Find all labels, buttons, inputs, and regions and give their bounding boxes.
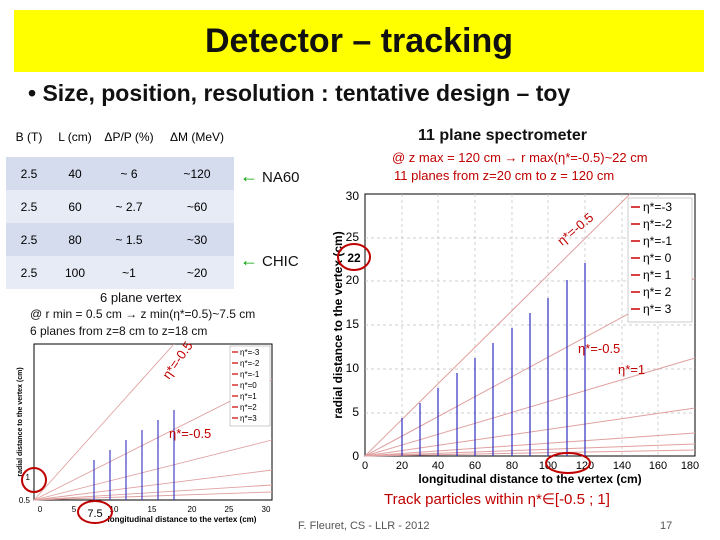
legend-entry: η*=-1 xyxy=(240,370,260,379)
x-tick: 5 xyxy=(72,505,77,514)
y-axis-label: radial distance to the vertex (cm) xyxy=(17,367,24,476)
x-tick: 0 xyxy=(38,505,43,514)
table-cell: 2.5 xyxy=(20,199,38,214)
x-tick: 180 xyxy=(681,460,699,472)
table-cell: 2.5 xyxy=(20,166,38,181)
spectrometer-line2: 11 planes from z=20 cm to z = 120 cm xyxy=(394,168,615,183)
na60-tag: ← NA60 xyxy=(240,166,300,187)
table-cell: ~30 xyxy=(186,232,208,247)
vertex-line1: @ r min = 0.5 cm → z min(η*=0.5)~7.5 cm xyxy=(30,307,256,321)
x-axis-label: longitudinal distance to the vertex (cm) xyxy=(418,472,641,486)
legend: η*=-3 η*=-2 η*=-1 η*= 0 η*= 1 η*= 2 η*= … xyxy=(627,197,693,323)
arrow-left-icon: ← xyxy=(240,166,258,186)
legend-entry: η*= 2 xyxy=(643,285,672,299)
y-tick: 5 xyxy=(352,405,359,419)
parameters-table: B (T) L (cm) ΔP/P (%) ΔM (MeV) 2.5 40 ~ … xyxy=(6,117,234,289)
table-cell: ~1 xyxy=(122,265,136,280)
y-tick: 10 xyxy=(346,361,360,375)
legend: η*=-3 η*=-2 η*=-1 η*=0 η*=1 η*=2 η*=3 xyxy=(229,345,271,427)
legend-entry: η*=3 xyxy=(240,414,257,423)
eta-annotation: η*=-0.5 xyxy=(578,341,620,356)
legend-entry: η*= 3 xyxy=(643,302,672,316)
table-cell: 80 xyxy=(68,232,82,247)
x-tick: 20 xyxy=(188,505,197,514)
legend-entry: η*=-3 xyxy=(240,348,260,357)
x-tick: 10 xyxy=(110,505,119,514)
legend-entry: η*= 0 xyxy=(643,251,672,265)
page-number: 17 xyxy=(660,520,673,532)
table-cell: 2.5 xyxy=(20,232,38,247)
bullet-text: • Size, position, resolution : tentative… xyxy=(28,80,571,106)
highlight-circle xyxy=(545,452,591,474)
slide-title: Detector – tracking xyxy=(205,21,513,60)
x-tick: 160 xyxy=(649,460,667,472)
credit-text: F. Fleuret, CS - LLR - 2012 xyxy=(298,520,430,532)
legend-entry: η*=-2 xyxy=(643,217,672,231)
table-row: 2.5 80 ~ 1.5 ~30 xyxy=(6,223,234,256)
spectrometer-title: 11 plane spectrometer xyxy=(418,127,587,144)
table-header: B (T) xyxy=(15,130,43,144)
x-tick: 20 xyxy=(396,460,408,472)
table-cell: ~ 1.5 xyxy=(115,232,143,247)
x-tick: 15 xyxy=(148,505,157,514)
x-tick: 30 xyxy=(262,505,271,514)
legend-entry: η*=0 xyxy=(240,381,257,390)
legend-entry: η*=-1 xyxy=(643,234,672,248)
vertex-plot: 0.5 1 0 5 10 15 20 25 30 longitudinal di… xyxy=(17,340,273,524)
y-tick: 20 xyxy=(346,273,360,287)
title-banner: Detector – tracking xyxy=(14,10,704,72)
table-cell: 40 xyxy=(68,166,82,181)
y-tick: 30 xyxy=(346,189,360,203)
legend-entry: η*= 1 xyxy=(643,268,672,282)
y-tick: 25 xyxy=(346,230,360,244)
table-row: 2.5 100 ~1 ~20 xyxy=(6,256,234,289)
y-tick: 0 xyxy=(352,449,359,463)
chic-tag: ← CHIC xyxy=(240,250,299,271)
y-tick: 1 xyxy=(26,473,31,482)
legend-entry: η*=-2 xyxy=(240,359,260,368)
legend-entry: η*=1 xyxy=(240,392,257,401)
na60-label: NA60 xyxy=(262,169,300,186)
table-cell: 60 xyxy=(68,199,82,214)
legend-entry: η*=2 xyxy=(240,403,257,412)
chic-label: CHIC xyxy=(262,253,299,270)
spectrometer-line1: @ z max = 120 cm → r max(η*=-0.5)~22 cm xyxy=(392,150,648,165)
table-cell: ~ 2.7 xyxy=(115,199,143,214)
table-cell: 100 xyxy=(64,265,86,280)
vertex-title: 6 plane vertex xyxy=(100,290,182,305)
table-header: ΔP/P (%) xyxy=(104,130,154,144)
table-cell: ~60 xyxy=(186,199,208,214)
highlight-circle xyxy=(77,500,113,524)
x-tick: 25 xyxy=(225,505,234,514)
legend-entry: η*=-3 xyxy=(643,200,672,214)
table-cell: ~120 xyxy=(183,166,211,181)
eta-annotation: η*=-0.5 xyxy=(169,426,211,441)
y-axis-label: radial distance to the vertex (cm) xyxy=(331,231,345,418)
table-row: 2.5 60 ~ 2.7 ~60 xyxy=(6,190,234,223)
table-header: ΔM (MeV) xyxy=(169,130,224,144)
x-axis-label: longitudinal distance to the vertex (cm) xyxy=(108,515,257,524)
highlight-circle xyxy=(21,467,47,493)
track-caption: Track particles within η*∈[-0.5 ; 1] xyxy=(384,491,610,508)
circle-value: 22 xyxy=(347,251,361,265)
y-tick: 0.5 xyxy=(19,496,31,505)
arrow-left-icon: ← xyxy=(240,250,258,270)
spectrometer-plot: 0 5 10 15 20 25 30 0 20 40 60 80 100 120… xyxy=(331,189,699,486)
x-tick: 40 xyxy=(432,460,444,472)
x-tick: 60 xyxy=(469,460,481,472)
x-tick: 0 xyxy=(362,460,368,472)
x-tick: 80 xyxy=(506,460,518,472)
table-row: 2.5 40 ~ 6 ~120 xyxy=(6,157,234,190)
x-tick: 140 xyxy=(613,460,631,472)
table-header-row: B (T) L (cm) ΔP/P (%) ΔM (MeV) xyxy=(6,117,234,157)
y-tick: 15 xyxy=(346,317,360,331)
eta-annotation: η*=1 xyxy=(618,362,645,377)
table-cell: ~20 xyxy=(186,265,208,280)
table-header: L (cm) xyxy=(58,130,92,144)
table-cell: ~ 6 xyxy=(120,166,138,181)
table-cell: 2.5 xyxy=(20,265,38,280)
circle-value: 7.5 xyxy=(87,508,102,520)
vertex-line2: 6 planes from z=8 cm to z=18 cm xyxy=(30,324,208,338)
highlight-circle xyxy=(337,243,371,271)
